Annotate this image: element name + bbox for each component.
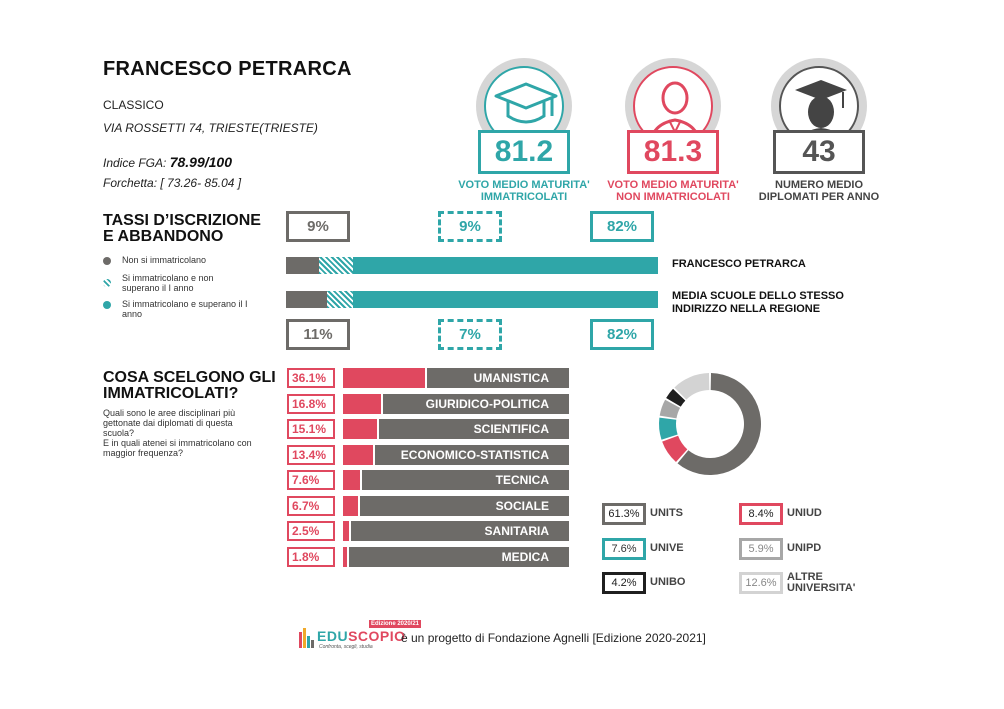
uni-name-line1: UNIBO xyxy=(650,576,686,588)
region-enrollment-bar xyxy=(286,291,658,308)
legend-not-enrolled-label: Non si immatricolano xyxy=(122,255,207,265)
uni-name-line1: ALTRE xyxy=(787,571,823,583)
stat-diplomati-value: 43 xyxy=(773,130,865,174)
area-bar-label: TECNICA xyxy=(362,470,569,490)
area-pct-box: 16.8% xyxy=(287,394,335,414)
area-pct-box: 13.4% xyxy=(287,445,335,465)
school-address: VIA ROSSETTI 74, TRIESTE(TRIESTE) xyxy=(103,121,318,135)
uni-name: UNITS xyxy=(650,508,683,519)
stat-immatricolati-label: VOTO MEDIO MATURITA' IMMATRICOLATI xyxy=(458,179,590,203)
school-type: CLASSICO xyxy=(103,98,164,112)
school-bar-not-enrolled xyxy=(286,257,320,274)
legend-passed-dot xyxy=(103,301,111,309)
donut-slice-altre xyxy=(674,373,710,400)
uni-name-line1: UNIUD xyxy=(787,507,822,519)
uni-pct-box: 8.4% xyxy=(739,503,783,525)
area-pct-box: 36.1% xyxy=(287,368,335,388)
area-bar-label: SANITARIA xyxy=(351,521,569,541)
area-bar-value xyxy=(343,547,347,567)
uni-pct-box: 7.6% xyxy=(602,538,646,560)
area-bar-value xyxy=(343,470,360,490)
fga-index: Indice FGA: 78.99/100 xyxy=(103,154,232,170)
area-bar-label: SCIENTIFICA xyxy=(379,419,569,439)
uni-name: UNIBO xyxy=(650,577,685,588)
donut-slice-unibo xyxy=(666,388,686,407)
legend-dropped-label: Si immatricolano e non superano il I anno xyxy=(122,273,214,293)
area-pct-box: 6.7% xyxy=(287,496,335,516)
donut-slice-uniud xyxy=(662,435,688,463)
school-name: FRANCESCO PETRARCA xyxy=(103,58,352,80)
uni-name-line2: UNIVERSITA' xyxy=(787,582,856,594)
region-bar-dropped xyxy=(326,291,353,308)
stat-non-immatricolati-label: VOTO MEDIO MATURITA' NON IMMATRICOLATI xyxy=(607,179,739,203)
area-bar-value xyxy=(343,394,381,414)
stat-immatricolati-value: 81.2 xyxy=(478,130,570,174)
uni-name: UNIUD xyxy=(787,508,822,519)
school-dropped-pct: 9% xyxy=(438,211,502,242)
uni-pct-box: 12.6% xyxy=(739,572,783,594)
uni-name-line1: UNIVE xyxy=(650,542,684,554)
area-pct-box: 7.6% xyxy=(287,470,335,490)
bar-chart-logo-icon xyxy=(299,628,314,648)
area-bar-value xyxy=(343,419,377,439)
donut-slice-unipd xyxy=(659,399,681,419)
area-bar-label: SOCIALE xyxy=(360,496,569,516)
eduscopio-logo: Edizione 2020/21 EDUSCOPIO Confronta, sc… xyxy=(297,620,422,652)
area-bar-value xyxy=(343,496,358,516)
donut-slice-unive xyxy=(659,417,678,440)
stat-non-immatricolati-value: 81.3 xyxy=(627,130,719,174)
choices-description: Quali sono le aree disciplinari più gett… xyxy=(103,408,252,458)
area-pct-box: 2.5% xyxy=(287,521,335,541)
enrollment-title: TASSI D’ISCRIZIONE E ABBANDONO xyxy=(103,212,261,245)
universities-donut-chart xyxy=(659,373,761,475)
uni-pct-box: 61.3% xyxy=(602,503,646,525)
uni-name: UNIVE xyxy=(650,543,684,554)
area-bar-value xyxy=(343,445,373,465)
region-passed-pct: 82% xyxy=(590,319,654,350)
legend-dropped-dot xyxy=(103,279,111,287)
uni-name: ALTRE UNIVERSITA' xyxy=(787,572,855,594)
school-bar-dropped xyxy=(319,257,353,274)
region-bar-passed xyxy=(352,291,658,308)
graduation-cap-icon xyxy=(494,82,558,124)
area-bar-value xyxy=(343,521,349,541)
region-bar-label: MEDIA SCUOLE DELLO STESSO INDIRIZZO NELLA… xyxy=(672,290,844,315)
edition-badge: Edizione 2020/21 xyxy=(369,620,422,628)
area-bar-label: MEDICA xyxy=(349,547,569,567)
choices-title: COSA SCELGONO GLI IMMATRICOLATI? xyxy=(103,369,276,402)
stat-diplomati-label: NUMERO MEDIO DIPLOMATI PER ANNO xyxy=(758,179,880,203)
area-pct-box: 1.8% xyxy=(287,547,335,567)
fga-range: Forchetta: [ 73.26- 85.04 ] xyxy=(103,176,242,190)
school-bar-label: FRANCESCO PETRARCA xyxy=(672,258,806,270)
school-bar-passed xyxy=(352,257,658,274)
uni-name-line1: UNITS xyxy=(650,507,683,519)
donut-slice-units xyxy=(677,373,761,475)
region-dropped-pct: 7% xyxy=(438,319,502,350)
legend-not-enrolled-dot xyxy=(103,257,111,265)
uni-pct-box: 4.2% xyxy=(602,572,646,594)
region-bar-not-enrolled xyxy=(286,291,327,308)
uni-pct-box: 5.9% xyxy=(739,538,783,560)
logo-tagline: Confronta, scegli, studia xyxy=(319,644,373,650)
school-passed-pct: 82% xyxy=(590,211,654,242)
uni-name: UNIPD xyxy=(787,543,821,554)
logo-wordmark: EDUSCOPIO xyxy=(317,628,406,644)
region-not-enrolled-pct: 11% xyxy=(286,319,350,350)
area-pct-box: 15.1% xyxy=(287,419,335,439)
area-bar-value xyxy=(343,368,425,388)
area-bar-label: GIURIDICO-POLITICA xyxy=(383,394,569,414)
footer-text: è un progetto di Fondazione Agnelli [Edi… xyxy=(401,631,706,645)
uni-name-line1: UNIPD xyxy=(787,542,822,554)
school-enrollment-bar xyxy=(286,257,658,274)
area-bar-label: UMANISTICA xyxy=(427,368,569,388)
school-not-enrolled-pct: 9% xyxy=(286,211,350,242)
area-bar-label: ECONOMICO-STATISTICA xyxy=(375,445,569,465)
